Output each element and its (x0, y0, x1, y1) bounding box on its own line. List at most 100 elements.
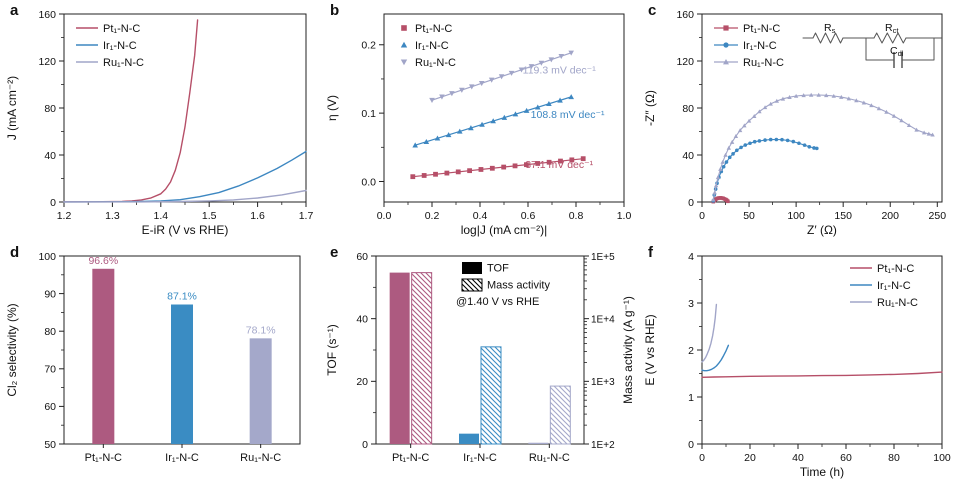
category-label: Ir₁-N-C (165, 452, 199, 464)
marker (558, 158, 563, 164)
marker (737, 128, 743, 133)
bar-mass-activity (411, 272, 433, 445)
marker (839, 94, 844, 99)
bar-tof (459, 433, 479, 444)
marker (797, 141, 801, 146)
y-tick-label: 0 (688, 197, 694, 209)
x-axis-title: Time (h) (800, 465, 844, 479)
marker (785, 138, 790, 143)
x-tick-label: 0 (699, 452, 705, 464)
marker (774, 137, 779, 142)
y-tick-label: 2 (688, 345, 694, 357)
legend-swatch-hatched (461, 278, 483, 292)
x-tick-label: 0.6 (521, 210, 536, 222)
x-axis-title: E-iR (V vs RHE) (142, 223, 229, 237)
legend-label: Pt₁-N-C (743, 23, 780, 35)
marker (713, 183, 719, 188)
y-axis-title: J (mA cm⁻²) (5, 76, 19, 140)
marker (429, 97, 435, 103)
x-tick-label: 0.8 (569, 210, 584, 222)
marker (921, 130, 927, 135)
marker (808, 92, 814, 97)
panel-letter-a: a (10, 2, 19, 19)
marker (468, 84, 475, 90)
marker (774, 98, 780, 103)
marker (854, 98, 859, 103)
y-tick-label: 80 (682, 103, 694, 115)
marker (723, 152, 728, 157)
marker (743, 143, 748, 147)
marker (763, 138, 767, 142)
slope-annotation: 37.1 mV dec⁻¹ (525, 159, 593, 171)
marker (812, 146, 816, 150)
x-tick-label: 1.2 (57, 210, 72, 222)
marker (723, 25, 729, 31)
chart-stability: 0 20 40 60 80 100 0 1 2 3 4 Time (h) E (V vs RHE) Pt₁… (643, 251, 951, 479)
x-tick-label: 50 (743, 210, 755, 222)
legend-note: @1.40 V vs RHE (456, 296, 539, 308)
marker (512, 111, 519, 117)
y-tick-label: 4 (688, 251, 694, 263)
panel-letter-f: f (648, 244, 653, 261)
marker (733, 134, 739, 138)
marker (727, 155, 732, 160)
marker (488, 77, 495, 83)
marker (914, 127, 919, 132)
y-tick-label: 60 (356, 251, 368, 263)
y-tick-label: 80 (44, 103, 56, 115)
circuit-label: Cdl (890, 45, 904, 58)
marker (746, 118, 752, 123)
y-tick-label: 160 (38, 9, 56, 21)
marker (742, 123, 747, 128)
panel-b: b 0.0 0.2 0.4 0.6 0.8 1.0 0.0 0.1 0.2 log|J (mA c… (320, 0, 638, 242)
legend-label: Ru₁-N-C (103, 57, 144, 69)
marker (557, 97, 563, 103)
marker (523, 107, 530, 113)
marker (801, 93, 806, 98)
y-tick-label: 0 (50, 197, 56, 209)
legend-swatch-solid (462, 262, 482, 274)
marker (720, 159, 725, 164)
y-tick-label: 90 (44, 288, 56, 300)
legend-label: Ir₁-N-C (877, 280, 911, 292)
marker (831, 93, 836, 98)
x-tick-label: 20 (744, 452, 756, 464)
circuit-label: Rs (824, 22, 836, 35)
bar-mass-activity (549, 385, 571, 445)
plot-frame (701, 13, 943, 203)
marker (780, 96, 786, 101)
marker (421, 173, 427, 178)
panel-letter-e: e (330, 244, 339, 261)
marker (884, 109, 889, 114)
panel-letter-d: d (10, 244, 20, 261)
series-line (63, 150, 307, 203)
marker (718, 166, 723, 171)
x-tick-label: 1.6 (250, 210, 265, 222)
marker (899, 118, 904, 123)
bar-mass-activity (480, 346, 502, 445)
marker (478, 167, 484, 172)
x-axis-title: log|J (mA cm⁻²)| (461, 223, 548, 237)
series-line (873, 32, 907, 44)
marker (569, 157, 575, 163)
x-tick-label: 0 (699, 210, 705, 222)
y-tick-label: 60 (44, 401, 56, 413)
marker (768, 101, 773, 106)
marker (906, 123, 912, 128)
marker (501, 164, 507, 170)
category-label: Ru₁-N-C (240, 452, 281, 464)
marker (861, 100, 867, 105)
legend-label: Pt₁-N-C (415, 23, 452, 35)
bar-value-label: 96.6% (88, 255, 118, 267)
legend-label: Pt₁-N-C (877, 263, 914, 275)
x-tick-label: 60 (840, 452, 852, 464)
chart-tof-mass-activity: 0 20 40 60 TOF (s⁻¹) 1E+2 1E+3 1E+4 1E+5 Mass act… (325, 251, 635, 464)
y-tick-label: 80 (44, 326, 56, 338)
marker (455, 169, 461, 175)
marker (780, 137, 784, 142)
y-tick-label: 40 (356, 313, 368, 325)
marker (501, 114, 508, 120)
marker (512, 163, 518, 169)
marker (401, 25, 407, 31)
